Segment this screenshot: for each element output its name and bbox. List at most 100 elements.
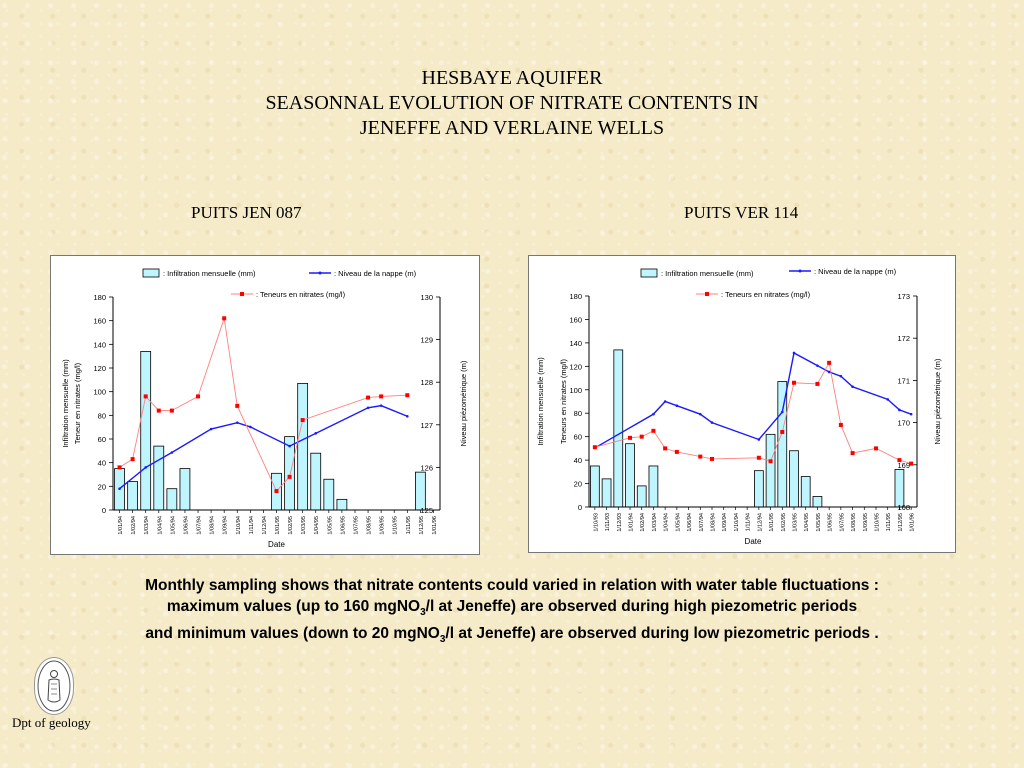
ver-bar <box>754 470 764 508</box>
jen-legend-water: : Niveau de la nappe (m) <box>334 269 417 278</box>
ver-x-tick-label: 1/05/95 <box>816 513 822 532</box>
ver-water-level-point <box>757 438 761 441</box>
ver-x-axis-label: Date <box>745 537 762 546</box>
caption-line-2-b: /l at Jeneffe) are observed during high … <box>425 598 858 615</box>
caption-line-1: Monthly sampling shows that nitrate cont… <box>145 577 879 594</box>
jen-x-tick-label: 1/03/95 <box>301 516 307 535</box>
ver-x-tick-label: 1/02/95 <box>781 513 787 532</box>
ver-x-tick-label: 1/01/94 <box>629 513 635 532</box>
jen-nitrate-point <box>117 465 122 470</box>
jen-x-tick-label: 1/09/95 <box>380 516 386 535</box>
jen-legend-nitrate-marker <box>240 292 244 296</box>
ver-water-level-point <box>909 412 913 416</box>
ver-water-level-point <box>698 412 702 416</box>
jen-bar <box>166 488 178 511</box>
ver-nitrate-point <box>909 461 914 466</box>
jen-nitrate-point <box>196 394 201 399</box>
jen-water-level-point <box>144 466 147 469</box>
caption-line-3-a: and minimum values (down to 20 mgNO <box>145 625 440 643</box>
jen-nitrate-point <box>235 403 240 408</box>
ver-nitrate-point <box>628 435 632 440</box>
jen-x-tick-label: 1/04/94 <box>157 516 163 535</box>
ver-water-level-point <box>816 364 819 367</box>
jen-left-tick-label: 20 <box>98 482 106 491</box>
ver-left-tick-label: 140 <box>569 339 582 348</box>
ver-water-level-point <box>710 421 714 424</box>
caption-line-2: maximum values (up to 160 mgNO3/l at Jen… <box>0 596 1024 623</box>
ver-nitrate-point <box>792 380 796 385</box>
jen-x-tick-label: 1/07/95 <box>353 516 359 535</box>
jen-nitrate-point <box>274 489 279 494</box>
jen-right-tick-label: 125 <box>420 506 433 515</box>
jen-x-tick-label: 1/09/94 <box>223 516 229 535</box>
jen-nitrate-point <box>143 394 148 399</box>
ver-nitrate-point <box>663 446 668 451</box>
ver-legend-water: : Niveau de la nappe (m) <box>814 267 897 276</box>
ver-bar <box>648 465 659 508</box>
ver-left-tick-label: 0 <box>578 503 582 512</box>
jen-left-tick-label: 120 <box>93 364 106 373</box>
jen-nitrate-point <box>156 408 161 413</box>
ver-x-tick-label: 1/04/95 <box>804 513 810 532</box>
jen-water-level-point <box>366 406 370 410</box>
title-line-2: SEASONNAL EVOLUTION OF NITRATE CONTENTS … <box>265 92 759 114</box>
ver-nitrate-line <box>594 361 912 465</box>
ver-water-level-point <box>652 412 655 416</box>
jen-right-tick-label: 126 <box>420 463 433 472</box>
ver-nitrate-point <box>639 434 644 439</box>
ver-legend-nitrate: : Teneurs en nitrates (mg/l) <box>721 290 811 299</box>
ver-bar <box>613 349 624 508</box>
jen-nitrate-point <box>405 393 410 398</box>
chart-subtitle-ver: PUITS VER 114 <box>684 203 799 222</box>
ver-y-axis-label-infiltration: Infiltration mensuelle (mm) <box>536 357 545 446</box>
chart-jen-svg: 0 20 40 60 80 100 120 140 160 180 125 126 127 128 129 1… <box>61 268 468 549</box>
jen-bar <box>153 445 165 511</box>
seal-emblem-icon <box>37 660 71 712</box>
jen-water-level-point <box>249 425 252 429</box>
jen-x-tick-label: 1/04/95 <box>314 516 320 535</box>
ver-bar <box>625 443 635 508</box>
ver-x-tick-label: 1/06/95 <box>828 513 834 532</box>
jen-bar <box>179 468 191 511</box>
page-title: HESBAYE AQUIFER SEASONNAL EVOLUTION OF N… <box>0 66 1024 141</box>
ver-y-axis-label-nitrate: Teneurs en nitrates (mg/l) <box>559 358 568 444</box>
jen-x-tick-label: 1/05/95 <box>327 516 333 535</box>
jen-y-axis-label-piezometric: Niveau piézométrique (m) <box>459 360 468 446</box>
jen-bar <box>310 452 322 511</box>
ver-nitrate-point <box>850 451 855 456</box>
ver-nitrate-point <box>592 445 597 450</box>
jen-left-tick-label: 80 <box>98 411 106 420</box>
ver-x-tick-label: 1/09/94 <box>722 513 728 532</box>
caption: Monthly sampling shows that nitrate cont… <box>0 575 1024 650</box>
jen-x-tick-label: 1/12/95 <box>419 516 425 535</box>
ver-legend-bar: : Infiltration mensuelle (mm) <box>661 269 754 278</box>
ver-legend-bar-swatch <box>640 268 658 278</box>
ver-nitrate-point <box>768 459 773 464</box>
ver-legend-water-marker <box>798 269 802 273</box>
ver-x-tick-label: 1/08/94 <box>711 513 717 532</box>
title-line-1: HESBAYE AQUIFER <box>421 67 603 89</box>
ver-water-level-point <box>663 400 667 403</box>
jen-nitrate-line <box>119 318 408 492</box>
ver-water-level-point <box>792 351 796 355</box>
jen-x-tick-label: 1/10/95 <box>393 516 399 535</box>
ver-bar <box>789 450 799 508</box>
jen-right-tick-label: 128 <box>420 378 433 387</box>
ver-water-level-point <box>886 398 890 401</box>
ver-bar <box>765 433 776 508</box>
ver-right-tick-label: 173 <box>897 292 910 301</box>
ver-bar <box>601 478 612 508</box>
ver-water-level-point <box>827 370 831 374</box>
ver-bar <box>636 485 647 508</box>
jen-nitrate-point <box>222 316 227 321</box>
ver-x-tick-label: 1/11/95 <box>886 513 892 531</box>
ver-x-tick-label: 1/03/95 <box>793 513 799 532</box>
ver-water-level-point <box>898 408 901 412</box>
ver-x-tick-label: 1/11/93 <box>605 513 611 531</box>
ver-x-tick-label: 1/04/94 <box>664 513 670 532</box>
jen-water-level-point <box>379 404 383 407</box>
jen-x-tick-label: 1/11/94 <box>249 516 255 534</box>
jen-x-axis-label: Date <box>268 540 285 549</box>
jen-x-tick-label: 1/02/94 <box>131 516 137 535</box>
jen-x-tick-label: 1/03/94 <box>144 516 150 535</box>
